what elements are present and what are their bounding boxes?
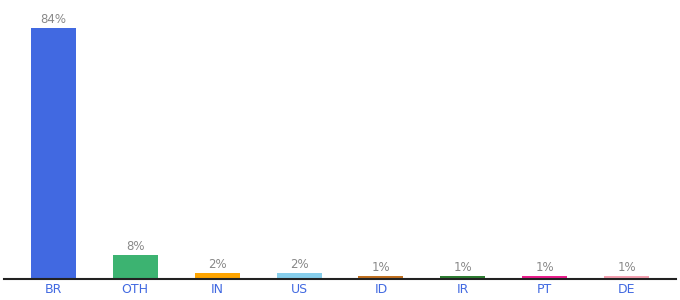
Bar <box>441 276 486 279</box>
Text: 1%: 1% <box>454 261 472 274</box>
Bar <box>194 273 239 279</box>
Text: 2%: 2% <box>290 258 308 271</box>
Bar <box>31 28 76 279</box>
Bar <box>604 276 649 279</box>
Text: 1%: 1% <box>617 261 636 274</box>
Bar <box>358 276 403 279</box>
Text: 2%: 2% <box>208 258 226 271</box>
Bar <box>277 273 322 279</box>
Text: 8%: 8% <box>126 240 144 253</box>
Text: 1%: 1% <box>372 261 390 274</box>
Bar <box>113 255 158 279</box>
Text: 84%: 84% <box>40 13 67 26</box>
Text: 1%: 1% <box>535 261 554 274</box>
Bar <box>522 276 567 279</box>
